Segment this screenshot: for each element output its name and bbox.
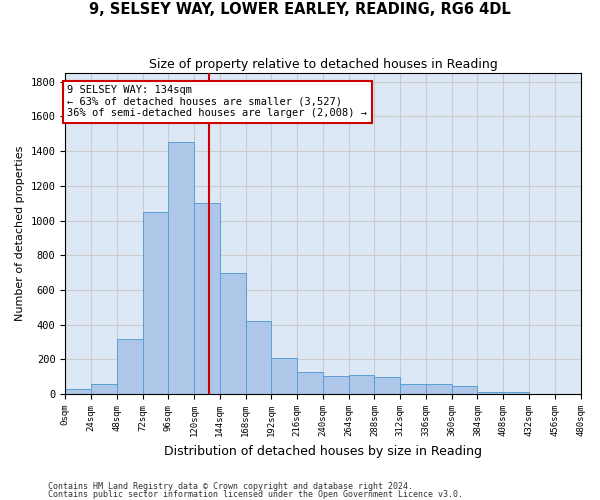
Text: 9, SELSEY WAY, LOWER EARLEY, READING, RG6 4DL: 9, SELSEY WAY, LOWER EARLEY, READING, RG… — [89, 2, 511, 18]
Bar — [452, 386, 478, 394]
Bar — [91, 384, 117, 394]
Y-axis label: Number of detached properties: Number of detached properties — [15, 146, 25, 322]
Bar — [400, 384, 426, 394]
Bar — [478, 392, 503, 394]
Bar — [220, 272, 245, 394]
Bar — [169, 142, 194, 394]
Text: Contains public sector information licensed under the Open Government Licence v3: Contains public sector information licen… — [48, 490, 463, 499]
Bar — [143, 212, 169, 394]
Bar — [117, 338, 143, 394]
Bar — [349, 375, 374, 394]
Bar — [503, 392, 529, 394]
Bar — [194, 203, 220, 394]
Bar — [323, 376, 349, 394]
Text: 9 SELSEY WAY: 134sqm
← 63% of detached houses are smaller (3,527)
36% of semi-de: 9 SELSEY WAY: 134sqm ← 63% of detached h… — [67, 85, 367, 118]
Bar — [374, 377, 400, 394]
Bar — [245, 322, 271, 394]
Bar — [426, 384, 452, 394]
Bar — [65, 389, 91, 394]
Text: Contains HM Land Registry data © Crown copyright and database right 2024.: Contains HM Land Registry data © Crown c… — [48, 482, 413, 491]
Title: Size of property relative to detached houses in Reading: Size of property relative to detached ho… — [149, 58, 497, 70]
X-axis label: Distribution of detached houses by size in Reading: Distribution of detached houses by size … — [164, 444, 482, 458]
Bar — [297, 372, 323, 394]
Bar — [271, 358, 297, 394]
